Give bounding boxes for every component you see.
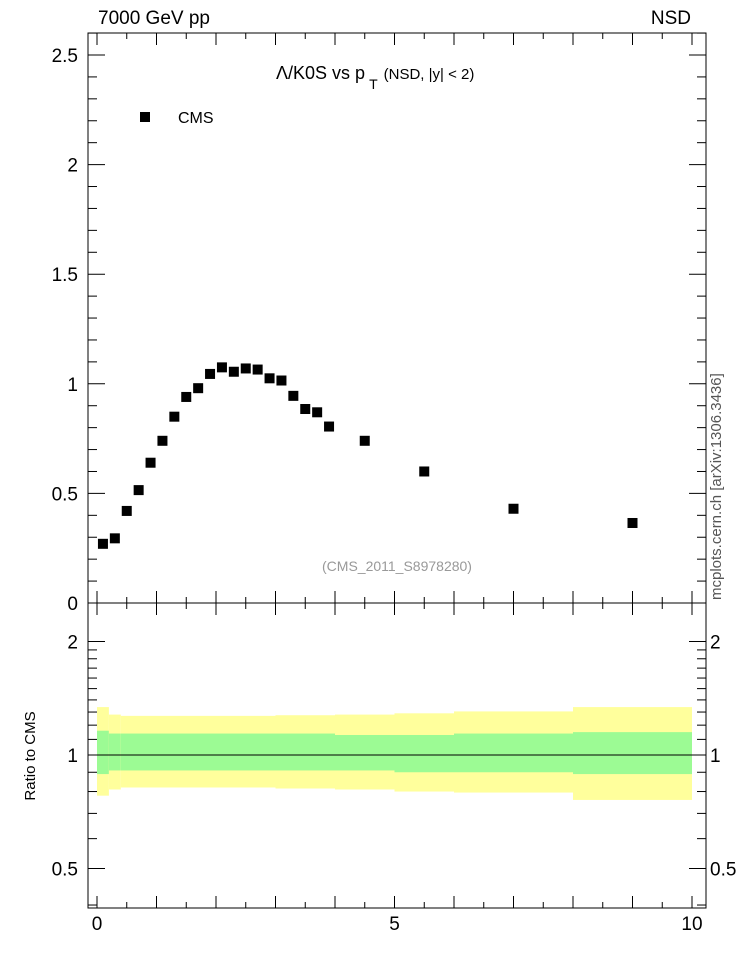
stat-uncertainty-band <box>454 733 573 773</box>
stat-uncertainty-band <box>216 733 276 771</box>
data-point <box>169 411 180 422</box>
data-point <box>157 435 168 446</box>
data-point <box>240 363 251 374</box>
stat-uncertainty-band <box>97 730 109 775</box>
stat-uncertainty-band <box>335 734 395 771</box>
y-tick-label: 2 <box>67 156 78 177</box>
y-tick-label: 0 <box>67 594 78 615</box>
x-tick-label: 0 <box>92 914 103 935</box>
ratio-y-tick-label: 1 <box>67 746 78 767</box>
data-point <box>312 407 323 418</box>
legend-label: CMS <box>178 110 214 127</box>
y-tick-label: 0.5 <box>52 484 78 505</box>
stat-uncertainty-band <box>156 733 216 771</box>
data-point <box>97 538 108 549</box>
data-point <box>181 391 192 402</box>
data-point <box>133 485 144 496</box>
data-point <box>508 503 519 514</box>
data-point <box>121 505 132 516</box>
data-point <box>288 390 299 401</box>
chart-title-subscript: T <box>369 76 378 92</box>
data-point <box>419 466 430 477</box>
analysis-watermark: (CMS_2011_S8978280) <box>322 558 472 574</box>
data-point <box>205 368 216 379</box>
data-point <box>216 362 227 373</box>
ratio-y-tick-label: 2 <box>67 633 78 654</box>
x-tick-label: 5 <box>389 914 400 935</box>
process-label: NSD <box>650 8 691 29</box>
ratio-axis-label: Ratio to CMS <box>22 711 39 800</box>
data-point <box>276 375 287 386</box>
data-point <box>145 457 156 468</box>
y-tick-label: 2.5 <box>52 46 78 67</box>
chart-title: Λ/K0S vs pT (NSD, |y| < 2) <box>276 63 474 92</box>
data-point <box>193 383 204 394</box>
chart-title-qualifier: (NSD, |y| < 2) <box>384 66 475 83</box>
stat-uncertainty-band <box>573 732 692 775</box>
y-tick-label: 1 <box>67 375 78 396</box>
data-point <box>228 366 239 377</box>
data-point <box>359 435 370 446</box>
chart-title-main: Λ/K0S vs p <box>276 63 365 83</box>
ratio-y-tick-label-right: 2 <box>710 633 721 654</box>
energy-label: 7000 GeV pp <box>98 8 210 29</box>
stat-uncertainty-band <box>394 734 454 773</box>
stat-uncertainty-band <box>108 733 121 771</box>
data-point <box>109 533 120 544</box>
data-point <box>627 517 638 528</box>
data-point <box>324 421 335 432</box>
data-point <box>264 373 275 384</box>
data-point <box>300 404 311 415</box>
stat-uncertainty-band <box>275 733 335 771</box>
data-point <box>252 364 263 375</box>
x-tick-label: 10 <box>681 914 702 935</box>
ratio-y-tick-label-right: 1 <box>710 746 721 767</box>
stat-uncertainty-band <box>120 733 157 771</box>
ratio-y-tick-label: 0.5 <box>52 859 78 880</box>
ratio-y-tick-label-right: 0.5 <box>710 859 736 880</box>
legend-marker <box>140 112 150 122</box>
y-tick-label: 1.5 <box>52 265 78 286</box>
